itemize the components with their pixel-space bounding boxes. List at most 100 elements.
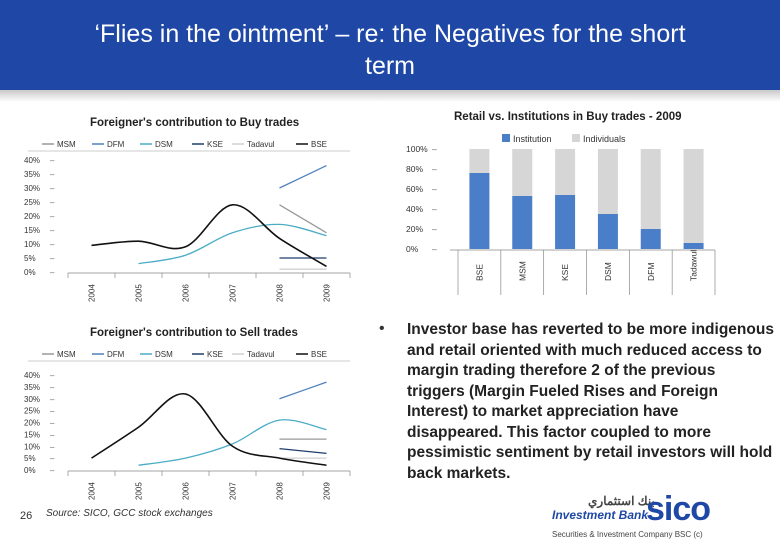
title-banner: ‘Flies in the ointment’ – re: the Negati… (0, 0, 780, 90)
y-tick-mark: – (432, 144, 437, 154)
y-tick-mark: – (50, 268, 55, 277)
y-tick-mark: – (50, 240, 55, 249)
y-tick-mark: – (50, 383, 55, 392)
y-tick-mark: – (50, 170, 55, 179)
y-tick-mark: – (50, 466, 55, 475)
bullet-symbol: • (379, 320, 385, 337)
x-tick-label: 2007 (229, 284, 238, 302)
series-line-dfm (279, 165, 327, 189)
y-tick-label: 5% (24, 254, 36, 263)
series-line-kse (279, 447, 327, 455)
legend-label-dfm: DFM (107, 140, 125, 149)
legend-label-tadavul: Tadavul (247, 350, 275, 359)
x-tick-label: 2004 (88, 284, 97, 302)
legend-swatch-institution (502, 134, 510, 142)
bar-individuals-dfm (640, 149, 661, 229)
bar-institution-bse (469, 173, 490, 249)
y-tick-label: 40% (406, 204, 423, 214)
y-tick-label: 15% (24, 430, 40, 439)
bar-individuals-bse (469, 149, 490, 173)
legend-label-dsm: DSM (155, 140, 173, 149)
x-tick-label: 2006 (182, 284, 191, 302)
bar-individuals-msm (512, 149, 533, 196)
series-line-bse (91, 203, 327, 268)
chart-title: Foreigner's contribution to Buy trades (90, 117, 299, 129)
y-tick-mark: – (50, 442, 55, 451)
y-tick-label: 30% (24, 184, 40, 193)
x-tick-label: DSM (603, 262, 613, 281)
x-tick-label: 2004 (88, 482, 97, 500)
x-tick-label: DFM (646, 263, 656, 281)
y-tick-mark: – (50, 430, 55, 439)
y-tick-label: 30% (24, 395, 40, 404)
chart-title: Foreigner's contribution to Sell trades (90, 327, 298, 339)
bar-individuals-tadawul (683, 149, 704, 243)
sell-trades-line-chart: Foreigner's contribution to Sell trades M… (24, 327, 351, 500)
y-tick-mark: – (50, 454, 55, 463)
y-tick-mark: – (432, 244, 437, 254)
legend-label-dsm: DSM (155, 350, 173, 359)
bar-individuals-kse (555, 149, 576, 195)
bar-institution-dsm (597, 214, 618, 249)
x-tick-label: 2009 (323, 482, 332, 500)
x-tick-label: MSM (517, 261, 527, 281)
x-tick-label: KSE (560, 264, 570, 281)
y-tick-label: 80% (406, 164, 423, 174)
y-tick-mark: – (50, 156, 55, 165)
y-tick-mark: – (50, 226, 55, 235)
bullet-text: Investor base has reverted to be more in… (407, 321, 774, 482)
legend-label-msm: MSM (57, 140, 76, 149)
bar-individuals-dsm (597, 149, 618, 214)
y-tick-mark: – (50, 419, 55, 428)
y-tick-label: 100% (406, 144, 428, 154)
y-tick-label: 20% (24, 212, 40, 221)
x-tick-label: 2007 (229, 482, 238, 500)
logo-caption: Securities & Investment Company BSC (c) (552, 530, 703, 539)
series-line-bse (91, 393, 327, 467)
y-tick-mark: – (50, 184, 55, 193)
y-tick-label: 0% (24, 268, 36, 277)
y-tick-mark: – (50, 254, 55, 263)
legend-label-kse: KSE (207, 350, 223, 359)
page-title-line1: ‘Flies in the ointment’ – re: the Negati… (94, 20, 686, 48)
page-number: 26 (20, 510, 33, 522)
legend-swatch-individuals (572, 134, 580, 142)
legend-label-institution: Institution (513, 134, 552, 144)
y-tick-label: 5% (24, 454, 36, 463)
y-tick-label: 20% (24, 419, 40, 428)
bar-institution-msm (512, 196, 533, 249)
y-tick-label: 15% (24, 226, 40, 235)
x-tick-label: 2008 (276, 482, 285, 500)
legend-label-msm: MSM (57, 350, 76, 359)
legend-label-bse: BSE (311, 140, 327, 149)
x-tick-label: BSE (474, 264, 484, 281)
y-tick-label: 20% (406, 224, 423, 234)
y-tick-label: 40% (24, 371, 40, 380)
legend-label-tadavul: Tadavul (247, 140, 275, 149)
legend-label-kse: KSE (207, 140, 223, 149)
y-tick-label: 25% (24, 198, 40, 207)
legend-label-dfm: DFM (107, 350, 125, 359)
x-tick-label: 2008 (276, 284, 285, 302)
y-tick-mark: – (432, 204, 437, 214)
y-tick-mark: – (432, 164, 437, 174)
bar-institution-dfm (640, 229, 661, 249)
page-title-line2: term (365, 52, 415, 80)
y-tick-label: 35% (24, 383, 40, 392)
legend-label-bse: BSE (311, 350, 327, 359)
retail-vs-institutions-bar-chart: Retail vs. Institutions in Buy trades - … (406, 111, 716, 295)
y-tick-label: 40% (24, 156, 40, 165)
series-line-msm (279, 204, 327, 234)
series-line-dsm (138, 419, 327, 466)
y-tick-label: 10% (24, 442, 40, 451)
bar-institution-tadawul (683, 243, 704, 249)
y-tick-label: 10% (24, 240, 40, 249)
series-line-dsm (138, 223, 327, 265)
logo-arabic-text: بنك استثماري (588, 494, 655, 508)
y-tick-label: 25% (24, 407, 40, 416)
y-tick-label: 0% (24, 466, 36, 475)
sico-logo: بنك استثماري Investment Bank sico Securi… (548, 490, 778, 540)
y-tick-mark: – (50, 395, 55, 404)
buy-trades-line-chart: Foreigner's contribution to Buy trades MS… (24, 117, 351, 302)
x-tick-label: Tadawul (689, 250, 699, 281)
